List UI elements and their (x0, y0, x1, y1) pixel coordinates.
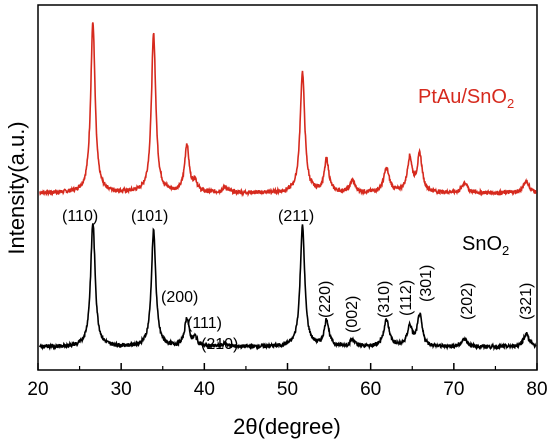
x-tick-label-50: 50 (277, 379, 298, 400)
series-label-sno2-main: SnO (462, 233, 502, 255)
series-label-sno2-sub: 2 (502, 243, 509, 258)
peak-label-211: (211) (278, 208, 314, 225)
peak-label-220: (220) (317, 281, 334, 318)
peak-label-301: (301) (418, 265, 435, 302)
peak-label-200: (200) (161, 289, 198, 306)
peak-label-210: (210) (201, 336, 238, 353)
x-tick-label-60: 60 (360, 379, 381, 400)
peak-annotations: (110) (101) (200) (111) (210) (211) (220… (62, 208, 535, 353)
peak-label-112: (112) (398, 280, 415, 316)
series-label-ptau-sub: 2 (507, 96, 514, 111)
series-label-ptau-main: PtAu/SnO (418, 86, 507, 108)
x-tick-label-80: 80 (526, 379, 547, 400)
series-trace-1 (38, 223, 537, 352)
x-axis-title: 2θ(degree) (233, 414, 341, 439)
series-label-ptau-sno2: PtAu/SnO2 (418, 86, 514, 111)
series-traces (38, 22, 537, 352)
x-tick-label-20: 20 (27, 379, 48, 400)
peak-label-101: (101) (131, 208, 168, 225)
x-tick-label-30: 30 (111, 379, 132, 400)
peak-label-110: (110) (62, 208, 98, 225)
peak-label-202: (202) (459, 283, 476, 320)
series-label-sno2: SnO2 (462, 233, 509, 258)
peak-label-310: (310) (376, 281, 393, 318)
peak-label-321: (321) (518, 283, 535, 320)
peak-label-002: (002) (344, 296, 361, 333)
peak-label-111: (111) (187, 315, 222, 332)
x-axis-ticks: 20 30 40 50 60 70 80 (27, 363, 548, 400)
x-tick-label-40: 40 (194, 379, 215, 400)
series-trace-0 (39, 22, 537, 198)
x-tick-label-70: 70 (443, 379, 464, 400)
y-axis-title: Intensity(a.u.) (4, 121, 29, 254)
